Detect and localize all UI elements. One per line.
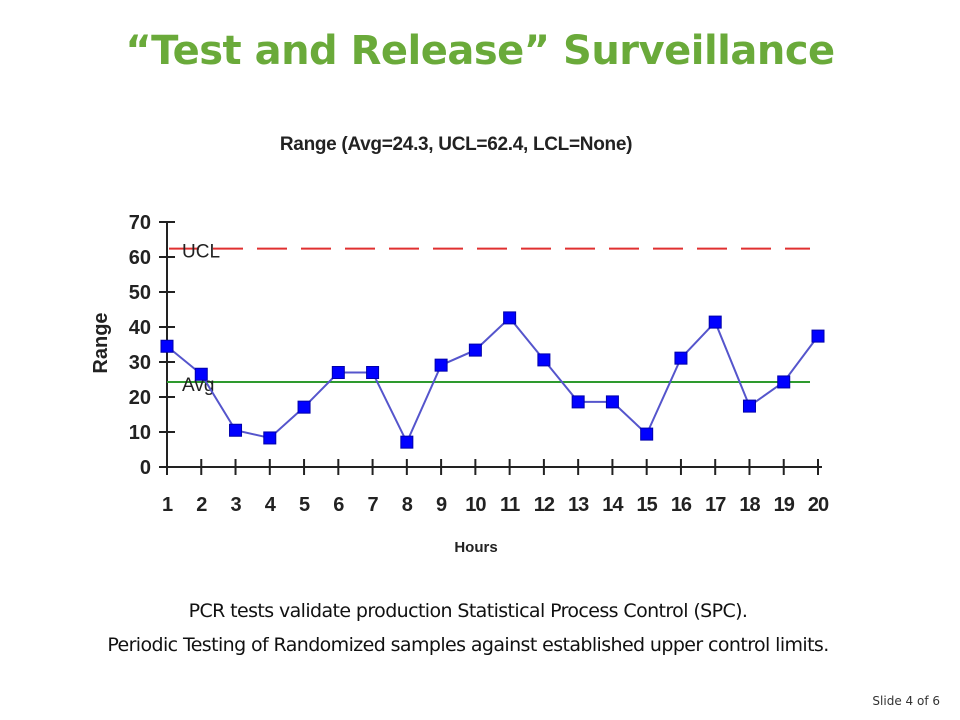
x-tick-label: 1 xyxy=(162,494,173,516)
data-point-marker xyxy=(468,343,482,357)
x-axis-label: Hours xyxy=(454,539,497,556)
x-tick-label: 8 xyxy=(402,494,413,516)
data-point-marker xyxy=(194,367,208,381)
y-tick-label: 70 xyxy=(129,212,151,234)
slide-number: Slide 4 of 6 xyxy=(872,694,940,708)
y-tick-label: 40 xyxy=(129,317,151,339)
y-tick-label: 60 xyxy=(129,247,151,269)
data-point-marker xyxy=(571,395,585,409)
x-tick-label: 3 xyxy=(230,494,241,516)
x-tick-label: 2 xyxy=(196,494,207,516)
x-tick-label: 6 xyxy=(333,494,344,516)
data-point-marker xyxy=(434,358,448,372)
data-point-marker xyxy=(742,399,756,413)
data-point-marker xyxy=(160,339,174,353)
data-point-marker xyxy=(366,366,380,379)
x-tick-label: 10 xyxy=(465,494,486,516)
ucl-label: UCL xyxy=(182,242,220,263)
x-tick-label: 9 xyxy=(436,494,447,516)
x-tick-label: 15 xyxy=(637,494,658,516)
data-point-marker xyxy=(400,435,414,449)
y-tick-label: 20 xyxy=(129,387,151,409)
x-tick-label: 12 xyxy=(534,494,555,516)
x-tick-label: 13 xyxy=(568,494,589,516)
x-tick-label: 14 xyxy=(602,494,624,516)
series-line xyxy=(166,316,819,445)
y-tick-label: 30 xyxy=(129,352,151,374)
data-point-marker xyxy=(605,395,619,409)
data-point-marker xyxy=(674,351,688,365)
chart-title: Range (Avg=24.3, UCL=62.4, LCL=None) xyxy=(279,134,633,155)
data-point-marker xyxy=(777,375,791,389)
y-axis-label: Range xyxy=(90,312,112,373)
x-tick-label: 16 xyxy=(671,494,692,516)
data-point-marker xyxy=(537,353,551,367)
data-point-marker xyxy=(229,423,243,437)
x-tick-label: 5 xyxy=(299,494,310,516)
x-tick-label: 17 xyxy=(705,494,726,516)
data-point-marker xyxy=(263,431,277,445)
x-tick-label: 19 xyxy=(774,494,795,516)
data-point-marker xyxy=(811,329,825,343)
y-tick-label: 50 xyxy=(129,282,151,304)
caption-line-2: Periodic Testing of Randomized samples a… xyxy=(107,634,829,656)
x-tick-label: 11 xyxy=(500,494,520,516)
y-tick-label: 0 xyxy=(140,457,151,479)
data-point-marker xyxy=(331,366,345,379)
caption-line-1: PCR tests validate production Statistica… xyxy=(188,600,748,622)
data-point-marker xyxy=(640,427,654,441)
data-point-marker xyxy=(503,311,517,325)
y-tick-label: 10 xyxy=(129,422,151,444)
x-tick-label: 20 xyxy=(808,494,829,516)
data-point-marker xyxy=(297,400,311,414)
slide-title: “Test and Release” Surveillance xyxy=(125,28,835,74)
x-tick-label: 18 xyxy=(739,494,760,516)
x-tick-label: 4 xyxy=(265,494,277,516)
x-tick-label: 7 xyxy=(368,494,379,516)
data-point-marker xyxy=(708,315,722,329)
